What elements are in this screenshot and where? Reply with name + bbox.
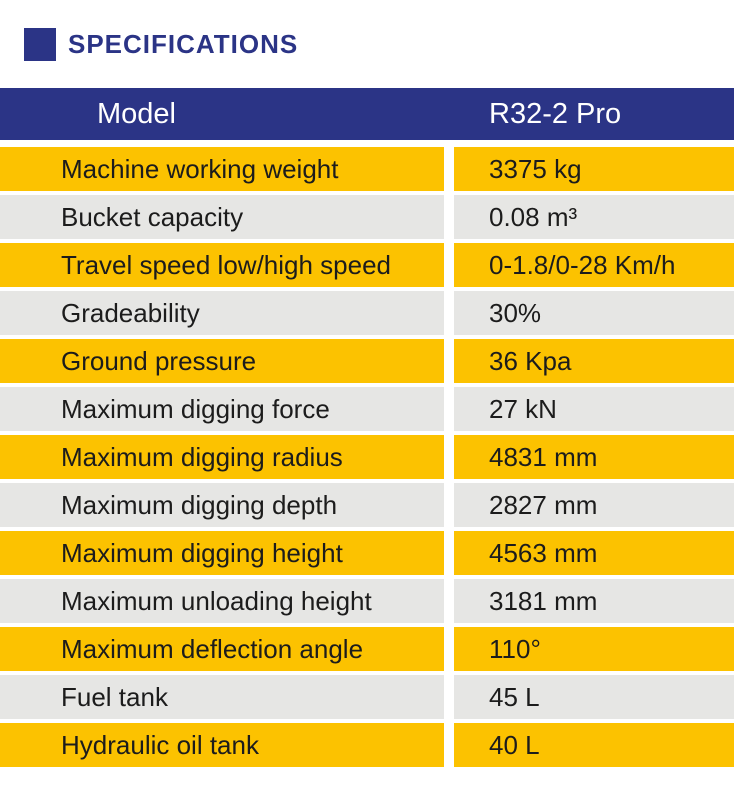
spec-value-cell: 110° (454, 627, 734, 671)
spec-label-cell: Maximum digging height (0, 531, 444, 575)
spec-value-cell: 36 Kpa (454, 339, 734, 383)
spec-label-cell: Fuel tank (0, 675, 444, 719)
spec-row: Maximum unloading height 3181 mm (0, 579, 734, 623)
spec-row: Bucket capacity 0.08 m³ (0, 195, 734, 239)
spec-row: Maximum digging radius 4831 mm (0, 435, 734, 479)
spec-value-cell: 3181 mm (454, 579, 734, 623)
spec-value-cell: 40 L (454, 723, 734, 767)
spec-table-header-row: Model R32-2 Pro (0, 88, 734, 140)
spec-label-cell: Travel speed low/high speed (0, 243, 444, 287)
spec-row: Hydraulic oil tank 40 L (0, 723, 734, 767)
spec-row: Gradeability 30% (0, 291, 734, 335)
spec-row: Maximum digging height 4563 mm (0, 531, 734, 575)
spec-label-cell: Maximum unloading height (0, 579, 444, 623)
spec-label-cell: Bucket capacity (0, 195, 444, 239)
spec-label-cell: Ground pressure (0, 339, 444, 383)
spec-value-cell: 4563 mm (454, 531, 734, 575)
spec-value-cell: 27 kN (454, 387, 734, 431)
spec-value-cell: 0-1.8/0-28 Km/h (454, 243, 734, 287)
variant-header-cell: R32-2 Pro (489, 97, 622, 130)
spec-row: Fuel tank 45 L (0, 675, 734, 719)
spec-label-cell: Hydraulic oil tank (0, 723, 444, 767)
model-header-cell: Model (97, 97, 176, 130)
accent-square-icon (24, 27, 56, 61)
spec-rows-container: Machine working weight 3375 kg Bucket ca… (0, 147, 734, 767)
spec-value-cell: 4831 mm (454, 435, 734, 479)
spec-label-cell: Maximum digging force (0, 387, 444, 431)
spec-row: Travel speed low/high speed 0-1.8/0-28 K… (0, 243, 734, 287)
spec-row: Maximum deflection angle 110° (0, 627, 734, 671)
spec-label-cell: Maximum deflection angle (0, 627, 444, 671)
spec-row: Maximum digging depth 2827 mm (0, 483, 734, 527)
section-title: SPECIFICATIONS (68, 28, 299, 59)
spec-label-cell: Machine working weight (0, 147, 444, 191)
spec-row: Maximum digging force 27 kN (0, 387, 734, 431)
spec-label-cell: Maximum digging radius (0, 435, 444, 479)
spec-value-cell: 30% (454, 291, 734, 335)
section-header: SPECIFICATIONS (0, 0, 734, 88)
spec-value-cell: 45 L (454, 675, 734, 719)
spec-value-cell: 3375 kg (454, 147, 734, 191)
spec-label-cell: Maximum digging depth (0, 483, 444, 527)
spec-value-cell: 0.08 m³ (454, 195, 734, 239)
spec-row: Ground pressure 36 Kpa (0, 339, 734, 383)
spec-label-cell: Gradeability (0, 291, 444, 335)
spec-value-cell: 2827 mm (454, 483, 734, 527)
spec-row: Machine working weight 3375 kg (0, 147, 734, 191)
spec-table: Model R32-2 Pro Machine working weight 3… (0, 88, 734, 767)
